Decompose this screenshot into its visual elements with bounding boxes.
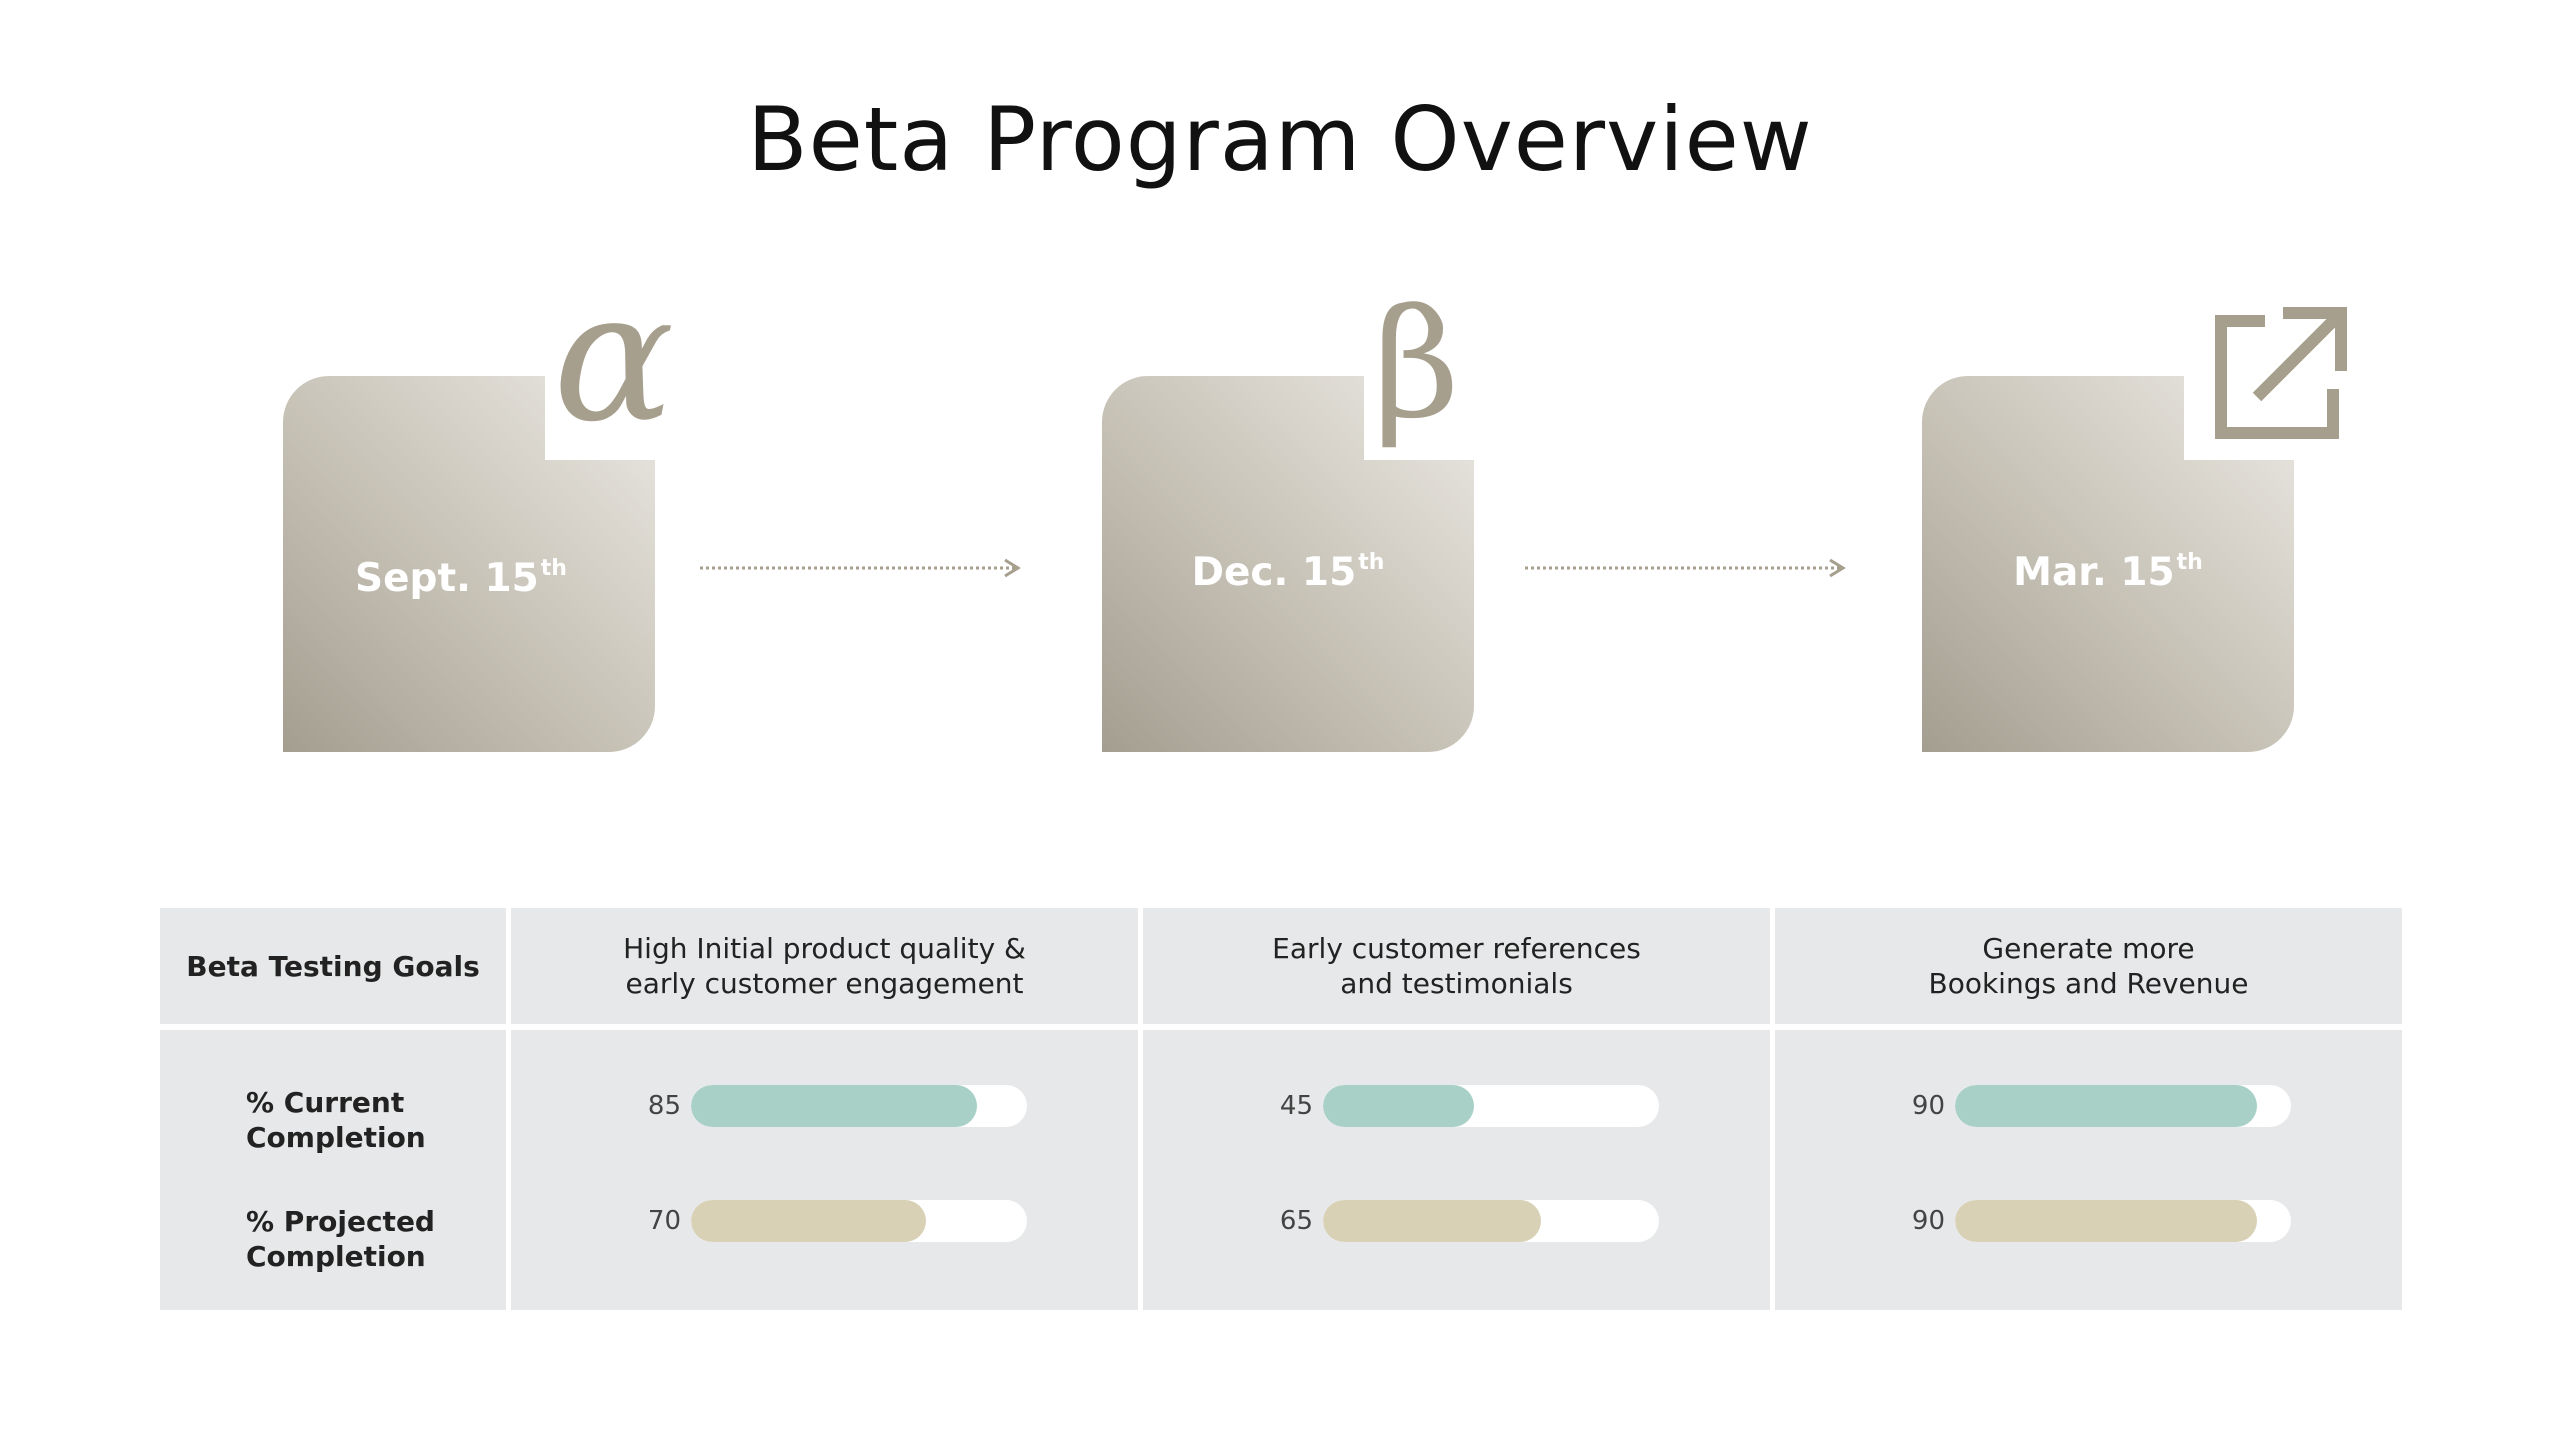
current-progress-row: 85 [631,1085,1027,1127]
current-progress-bar [1955,1085,2258,1127]
progress-track [1323,1085,1659,1127]
row-labels: % Current Completion % Projected Complet… [160,1030,506,1310]
external-link-icon [2215,307,2347,439]
projected-progress-bar [1955,1200,2258,1242]
milestone-date-suffix: th [2176,550,2203,575]
milestone-date-text: Sept. 15 [355,556,539,601]
goals-table: Beta Testing Goals High Initial product … [160,908,2402,1310]
projected-completion-label: % Projected Completion [246,1205,435,1273]
milestone-card-3: Mar. 15th [1922,376,2294,752]
current-progress-row: 45 [1263,1085,1659,1127]
progress-track [1323,1200,1659,1242]
current-progress-bar [1323,1085,1475,1127]
goal-progress-3: 90 90 [1775,1030,2402,1310]
progress-track [1955,1085,2291,1127]
projected-value: 70 [647,1206,681,1236]
progress-track [691,1085,1027,1127]
beta-symbol-icon: β [1373,278,1460,452]
milestone-date-1: Sept. 15th [283,556,647,601]
milestone-date-text: Mar. 15 [2013,550,2175,595]
milestone-date-suffix: th [540,556,567,581]
milestone-date-text: Dec. 15 [1191,550,1357,595]
arrow-right-icon [1525,558,1846,578]
current-progress-row: 90 [1895,1085,2291,1127]
projected-value: 65 [1279,1206,1313,1236]
projected-progress-row: 90 [1895,1200,2291,1242]
projected-progress-row: 70 [631,1200,1027,1242]
projected-progress-row: 65 [1263,1200,1659,1242]
alpha-symbol-icon: α [553,253,675,462]
slide-title: Beta Program Overview [747,88,1813,191]
current-value: 45 [1279,1091,1313,1121]
milestone-date-suffix: th [1358,550,1385,575]
milestone-date-2: Dec. 15th [1102,550,1474,595]
goal-header-3: Generate more Bookings and Revenue [1775,908,2402,1024]
goal-progress-1: 85 70 [511,1030,1138,1310]
arrow-right-icon [700,558,1021,578]
goal-header-2: Early customer references and testimonia… [1143,908,1770,1024]
current-progress-bar [691,1085,977,1127]
goal-progress-2: 45 65 [1143,1030,1770,1310]
projected-value: 90 [1911,1206,1945,1236]
progress-track [1955,1200,2291,1242]
progress-track [691,1200,1027,1242]
milestone-date-3: Mar. 15th [1922,550,2294,595]
table-corner-label: Beta Testing Goals [160,908,506,1024]
projected-progress-bar [1323,1200,1542,1242]
current-completion-label: % Current Completion [246,1086,426,1154]
current-value: 85 [647,1091,681,1121]
goal-header-1: High Initial product quality & early cus… [511,908,1138,1024]
projected-progress-bar [691,1200,927,1242]
current-value: 90 [1911,1091,1945,1121]
